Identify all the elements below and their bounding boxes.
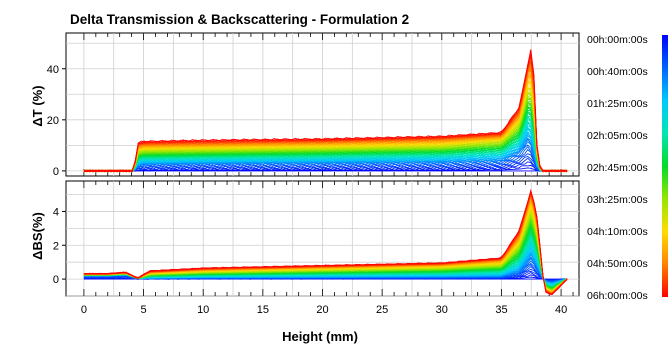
x-tick-label: 15	[257, 304, 269, 316]
bottom-y-tick-label: 2	[53, 240, 59, 252]
top-series-line	[83, 49, 568, 173]
legend-label: 01h:25m:00s	[587, 98, 648, 110]
top-panel: 0 20 40	[47, 32, 580, 178]
x-tick-label: 30	[436, 304, 448, 316]
x-tick-label: 20	[316, 304, 328, 316]
legend-color-bar	[662, 35, 668, 297]
legend-label: 00h:00m:00s	[587, 34, 648, 46]
bottom-series-group	[83, 188, 568, 295]
x-axis-label: Height (mm)	[282, 329, 358, 344]
time-legend: 00h:00m:00s 00h:40m:00s 01h:25m:00s 02h:05m…	[587, 34, 668, 302]
legend-label: 04h:50m:00s	[587, 258, 648, 270]
top-series-line	[83, 148, 568, 173]
bottom-series-line	[83, 188, 568, 295]
x-tick-label: 0	[81, 304, 87, 316]
x-tick-label: 25	[376, 304, 388, 316]
top-y-tick-label: 0	[53, 166, 59, 178]
top-y-tick-label: 40	[47, 64, 59, 76]
legend-label: 02h:45m:00s	[587, 162, 648, 174]
x-tick-label: 10	[197, 304, 209, 316]
x-tick-label: 35	[495, 304, 507, 316]
x-tick-label: 40	[555, 304, 567, 316]
top-series-group	[83, 49, 568, 173]
legend-label: 00h:40m:00s	[587, 66, 648, 78]
legend-label: 04h:10m:00s	[587, 226, 648, 238]
bottom-y-tick-label: 0	[53, 274, 59, 286]
bottom-y-axis-label: ΔBS(%)	[30, 212, 45, 260]
top-y-tick-label: 20	[47, 115, 59, 127]
legend-label: 06h:00m:00s	[587, 290, 648, 302]
top-y-axis-label: ΔT (%)	[30, 85, 45, 126]
x-tick-label: 5	[140, 304, 146, 316]
chart-title: Delta Transmission & Backscattering - Fo…	[70, 12, 409, 27]
legend-label: 02h:05m:00s	[587, 130, 648, 142]
top-series-line	[83, 81, 568, 173]
bottom-y-tick-label: 4	[53, 206, 59, 218]
legend-label: 03h:25m:00s	[587, 194, 648, 206]
